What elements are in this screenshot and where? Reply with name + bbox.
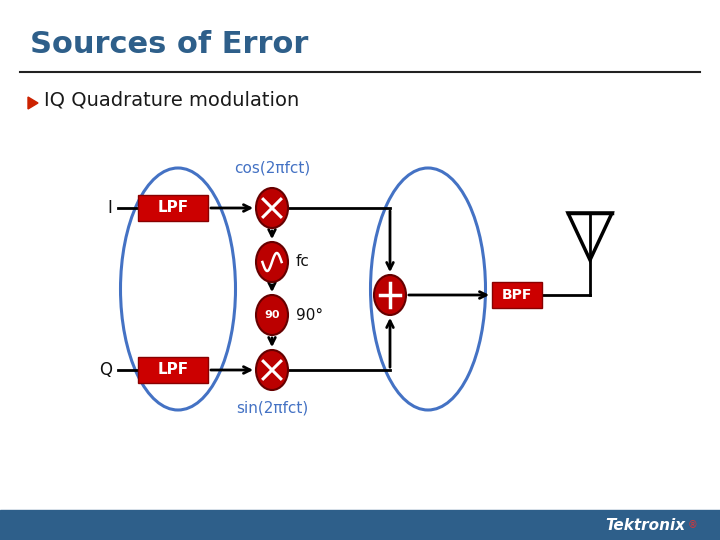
Ellipse shape	[256, 295, 288, 335]
Ellipse shape	[256, 188, 288, 228]
FancyBboxPatch shape	[138, 357, 208, 383]
Text: Sources of Error: Sources of Error	[30, 30, 308, 59]
Text: LPF: LPF	[158, 362, 189, 377]
Ellipse shape	[374, 275, 406, 315]
FancyBboxPatch shape	[138, 195, 208, 221]
Text: sin(2πfct): sin(2πfct)	[236, 401, 308, 415]
Text: fc: fc	[296, 254, 310, 269]
Text: IQ Quadrature modulation: IQ Quadrature modulation	[44, 91, 300, 110]
Text: 90: 90	[264, 310, 280, 320]
FancyBboxPatch shape	[492, 282, 542, 308]
Ellipse shape	[256, 350, 288, 390]
Polygon shape	[28, 97, 38, 109]
Text: I: I	[107, 199, 112, 217]
Ellipse shape	[256, 242, 288, 282]
Text: LPF: LPF	[158, 200, 189, 215]
Text: cos(2πfct): cos(2πfct)	[234, 160, 310, 176]
Text: Q: Q	[99, 361, 112, 379]
Bar	[0, 510, 720, 540]
Text: BPF: BPF	[502, 288, 532, 302]
Text: ®: ®	[688, 520, 698, 530]
Text: Tektronix: Tektronix	[605, 517, 685, 532]
Text: 90°: 90°	[296, 307, 323, 322]
